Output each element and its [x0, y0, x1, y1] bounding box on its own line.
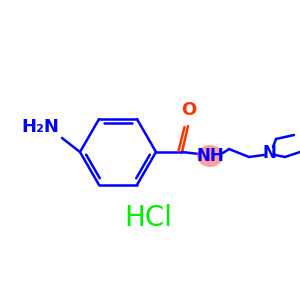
Text: HCl: HCl — [124, 204, 172, 232]
Text: N: N — [262, 144, 276, 162]
Text: NH: NH — [196, 147, 224, 165]
Ellipse shape — [197, 145, 223, 167]
Text: O: O — [182, 101, 196, 119]
Text: H₂N: H₂N — [21, 118, 59, 136]
